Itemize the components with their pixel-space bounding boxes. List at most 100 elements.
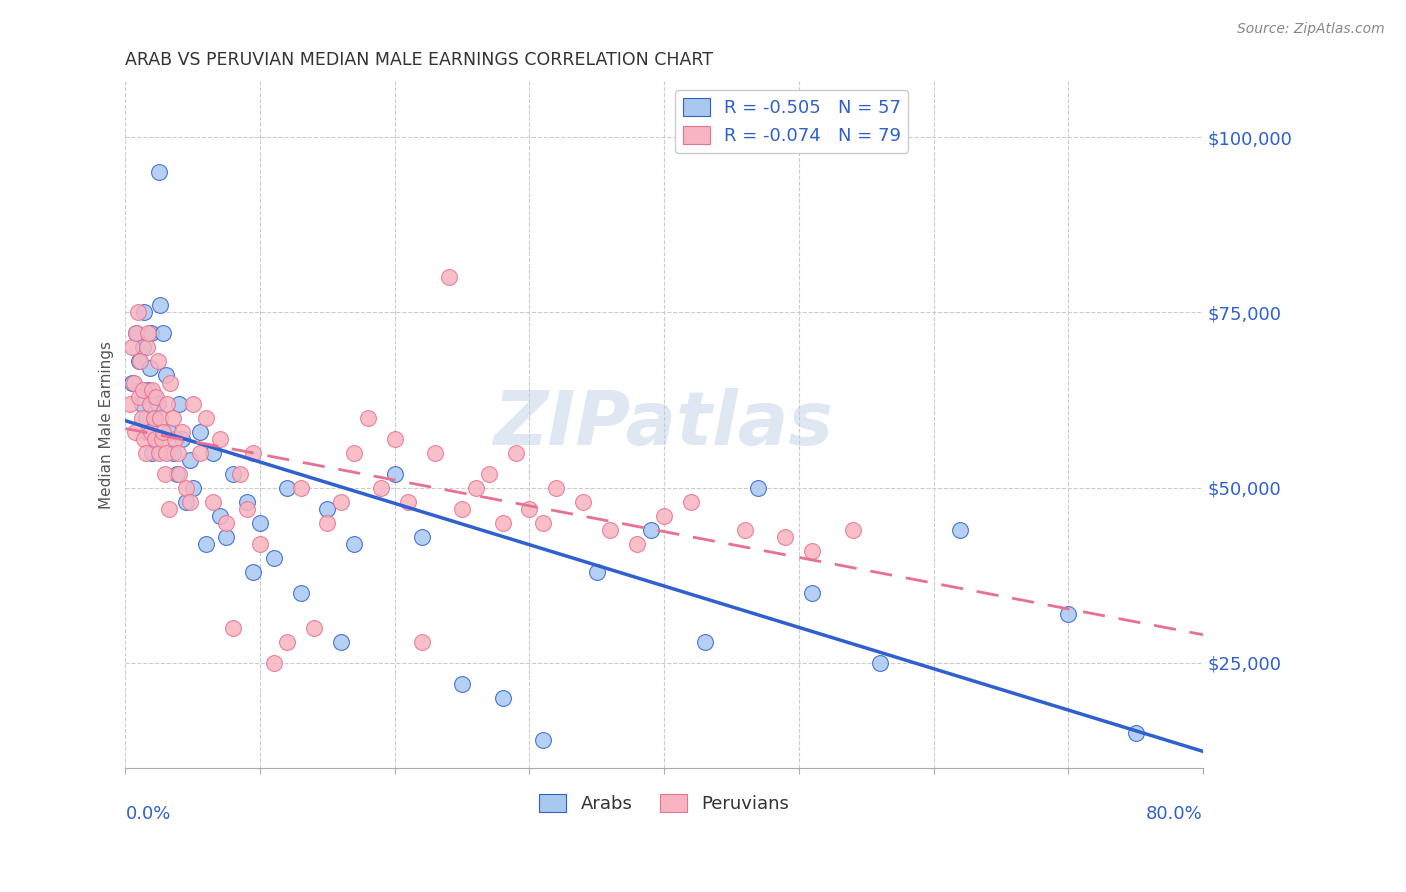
Point xyxy=(132,341,155,355)
Text: 80.0%: 80.0% xyxy=(1146,805,1204,823)
Point xyxy=(157,501,180,516)
Point xyxy=(195,536,218,550)
Point xyxy=(290,481,312,495)
Point xyxy=(290,585,312,599)
Point xyxy=(229,467,252,481)
Point xyxy=(132,383,155,397)
Point xyxy=(316,501,339,516)
Point xyxy=(276,481,298,495)
Point xyxy=(125,326,148,341)
Point xyxy=(128,390,150,404)
Point xyxy=(146,396,169,410)
Point xyxy=(451,676,474,690)
Point xyxy=(316,516,339,530)
Point xyxy=(143,432,166,446)
Point xyxy=(640,523,662,537)
Point xyxy=(425,445,447,459)
Point xyxy=(652,508,675,523)
Point xyxy=(242,565,264,579)
Point xyxy=(208,508,231,523)
Point xyxy=(157,425,180,439)
Point xyxy=(208,432,231,446)
Point xyxy=(585,565,607,579)
Point xyxy=(162,410,184,425)
Point xyxy=(546,481,568,495)
Point xyxy=(201,494,224,508)
Point xyxy=(384,467,406,481)
Point xyxy=(136,341,159,355)
Point xyxy=(169,396,191,410)
Y-axis label: Median Male Earnings: Median Male Earnings xyxy=(100,341,114,508)
Text: 0.0%: 0.0% xyxy=(125,805,172,823)
Point xyxy=(131,396,153,410)
Point xyxy=(129,354,152,368)
Point xyxy=(139,425,162,439)
Point xyxy=(139,326,162,341)
Point xyxy=(276,634,298,648)
Point xyxy=(145,432,167,446)
Point xyxy=(801,543,824,558)
Point xyxy=(118,396,141,410)
Point xyxy=(396,494,419,508)
Text: ARAB VS PERUVIAN MEDIAN MALE EARNINGS CORRELATION CHART: ARAB VS PERUVIAN MEDIAN MALE EARNINGS CO… xyxy=(125,51,713,69)
Point xyxy=(519,501,541,516)
Point xyxy=(1125,725,1147,739)
Text: Source: ZipAtlas.com: Source: ZipAtlas.com xyxy=(1237,22,1385,37)
Legend: Arabs, Peruvians: Arabs, Peruvians xyxy=(531,787,796,821)
Point xyxy=(152,425,174,439)
Point xyxy=(263,656,285,670)
Point xyxy=(155,368,177,383)
Point xyxy=(343,445,366,459)
Point xyxy=(411,530,433,544)
Point xyxy=(343,536,366,550)
Point xyxy=(478,467,501,481)
Point xyxy=(215,530,238,544)
Point xyxy=(188,425,211,439)
Point xyxy=(505,445,527,459)
Point xyxy=(170,432,193,446)
Point xyxy=(169,467,191,481)
Point xyxy=(174,494,197,508)
Point xyxy=(222,467,245,481)
Point xyxy=(437,270,460,285)
Point xyxy=(128,354,150,368)
Point xyxy=(801,585,824,599)
Point xyxy=(155,445,177,459)
Point xyxy=(181,396,204,410)
Point xyxy=(150,432,173,446)
Point xyxy=(357,410,380,425)
Point xyxy=(329,634,352,648)
Point xyxy=(135,410,157,425)
Point xyxy=(693,634,716,648)
Point xyxy=(145,390,167,404)
Point xyxy=(491,690,513,705)
Point xyxy=(125,326,148,341)
Point xyxy=(159,376,181,390)
Point xyxy=(188,445,211,459)
Point xyxy=(626,536,648,550)
Point xyxy=(124,425,146,439)
Point xyxy=(138,326,160,341)
Point xyxy=(531,732,554,747)
Point xyxy=(134,305,156,319)
Point xyxy=(215,516,238,530)
Point xyxy=(775,530,797,544)
Point xyxy=(142,390,165,404)
Point xyxy=(242,445,264,459)
Point xyxy=(681,494,703,508)
Point xyxy=(370,481,392,495)
Point xyxy=(138,361,160,376)
Point xyxy=(121,341,143,355)
Point xyxy=(148,165,170,179)
Point xyxy=(531,516,554,530)
Point xyxy=(249,516,271,530)
Point xyxy=(201,445,224,459)
Point xyxy=(131,410,153,425)
Point xyxy=(263,550,285,565)
Point xyxy=(179,452,201,467)
Point xyxy=(141,383,163,397)
Point xyxy=(156,396,179,410)
Point xyxy=(136,425,159,439)
Point xyxy=(249,536,271,550)
Point xyxy=(121,376,143,390)
